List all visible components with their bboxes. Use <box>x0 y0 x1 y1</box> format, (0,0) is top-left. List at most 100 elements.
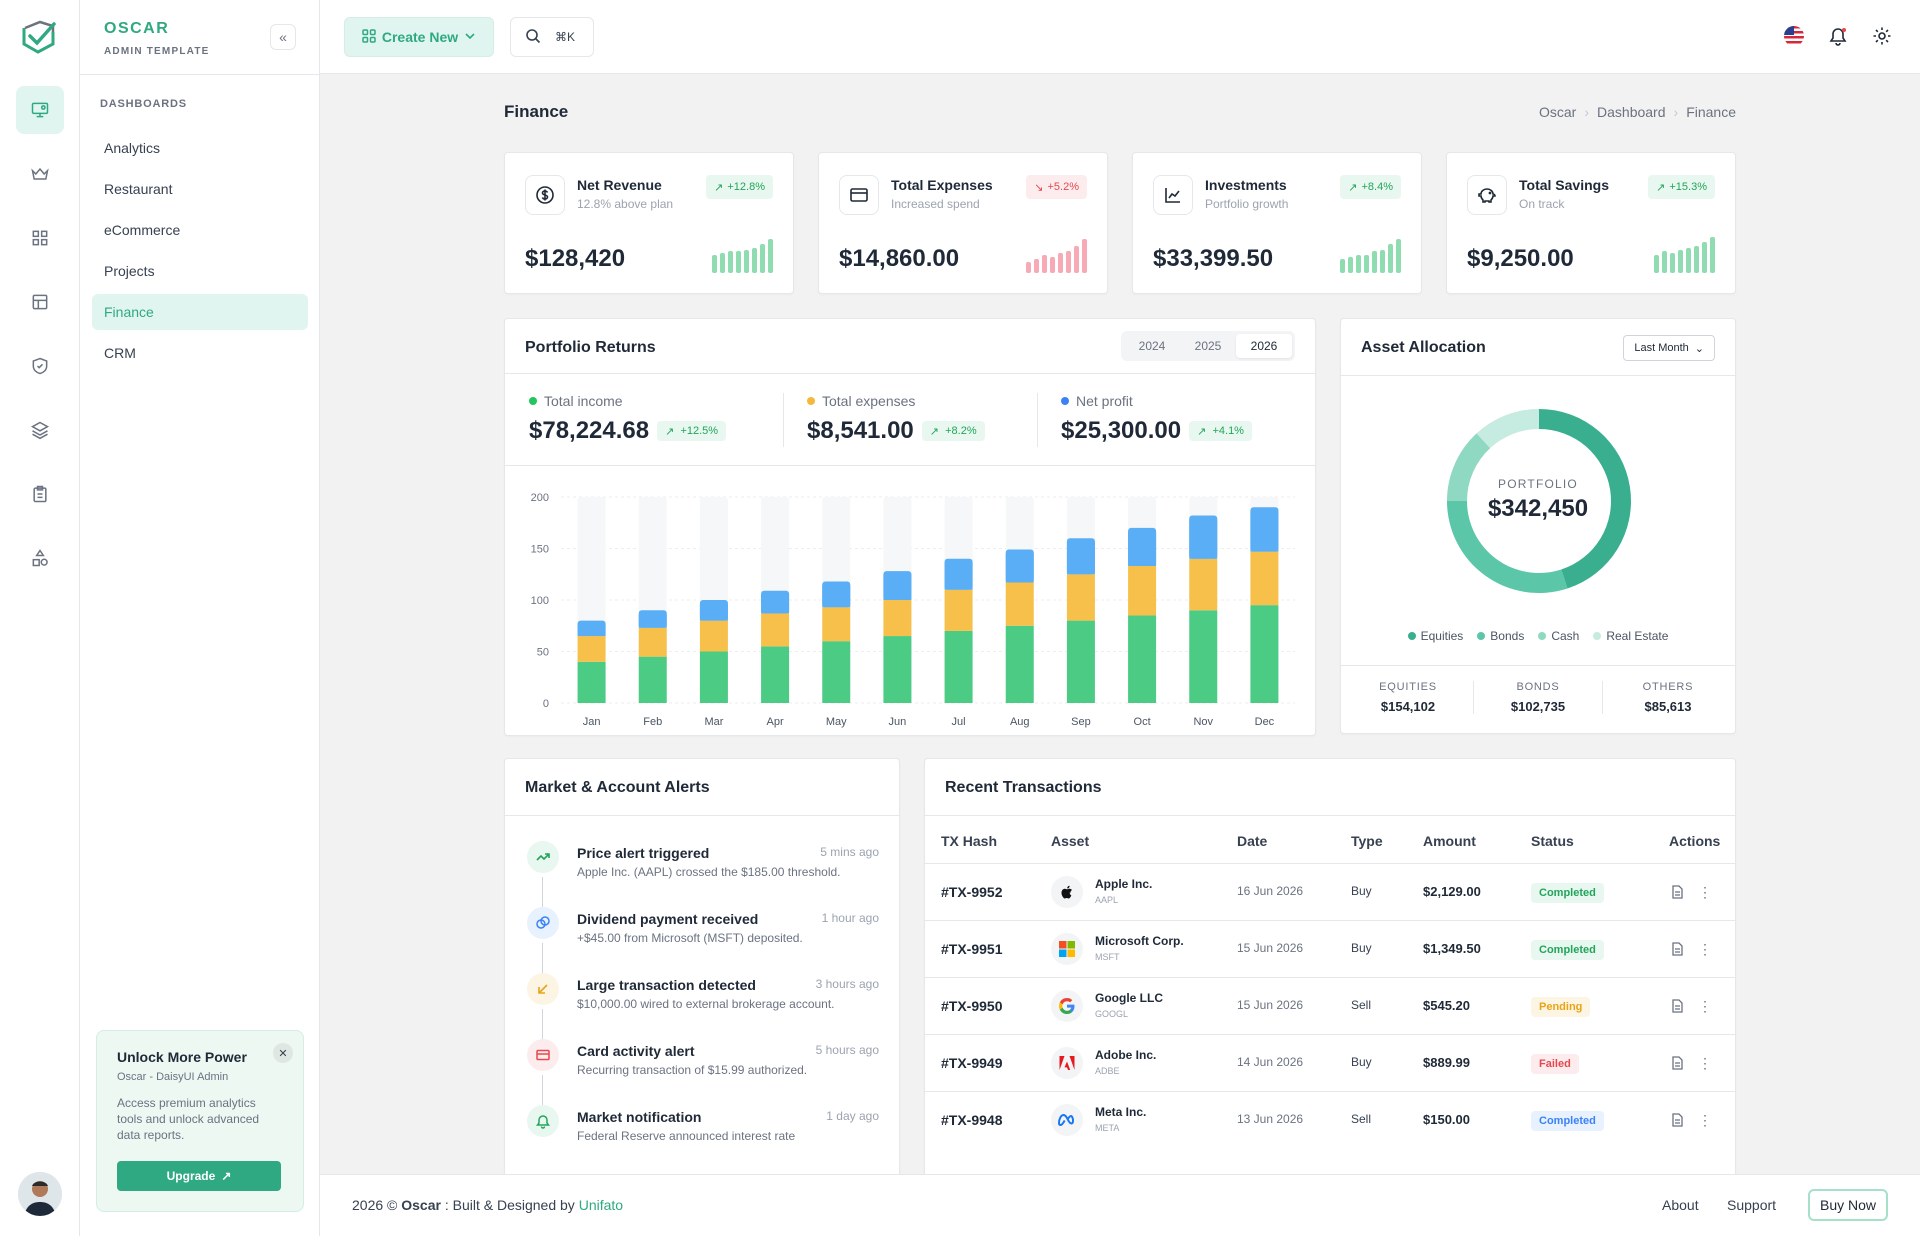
buy-now-button[interactable]: Buy Now <box>1808 1189 1888 1221</box>
sidebar-item-analytics[interactable]: Analytics <box>104 140 161 156</box>
tab-2025[interactable]: 2025 <box>1194 339 1222 353</box>
table-row[interactable]: #TX-9952 Apple Inc. AAPL 16 Jun 2026 Buy… <box>925 863 1735 920</box>
layers-icon[interactable] <box>16 406 64 454</box>
document-icon[interactable] <box>1669 939 1685 959</box>
crown-icon[interactable] <box>16 150 64 198</box>
column-header[interactable]: Status <box>1531 833 1574 849</box>
column-header[interactable]: TX Hash <box>941 833 998 849</box>
sidebar-item-crm[interactable]: CRM <box>104 345 136 361</box>
alert-item[interactable]: Price alert triggered 5 mins ago Apple I… <box>527 841 879 907</box>
x-tick-label: Jun <box>889 716 907 728</box>
bar-segment <box>1005 625 1034 703</box>
search-icon <box>525 28 541 47</box>
column-header[interactable]: Date <box>1237 833 1268 849</box>
tx-type: Sell <box>1351 1112 1372 1126</box>
table-row[interactable]: #TX-9951 Microsoft Corp. MSFT 15 Jun 202… <box>925 920 1735 977</box>
legend-item: Cash <box>1538 629 1579 643</box>
sparkline-bar <box>760 244 765 273</box>
sparkline-bar <box>1702 242 1707 273</box>
donut-slice[interactable] <box>1447 433 1491 502</box>
document-icon[interactable] <box>1669 996 1685 1016</box>
chevron-down-icon: ⌄ <box>1694 342 1704 355</box>
stat-card-total-expenses: Total Expenses Increased spend ↘ +5.2% $1… <box>818 152 1108 294</box>
arrow-down-right-icon: ↘ <box>1034 181 1044 194</box>
more-vertical-icon[interactable]: ⋮ <box>1698 940 1712 957</box>
legend-item: Equities <box>1407 629 1463 643</box>
app-logo-icon[interactable] <box>20 18 58 56</box>
sparkline-bar <box>1654 255 1659 273</box>
tab-2024[interactable]: 2024 <box>1138 339 1166 353</box>
footer-company-link[interactable]: Unifato <box>578 1197 624 1213</box>
clipboard-icon[interactable] <box>16 470 64 518</box>
breadcrumb-item[interactable]: Oscar <box>1539 104 1577 120</box>
alert-title: Card activity alert <box>577 1043 695 1059</box>
sparkline <box>712 237 773 273</box>
sparkline-bar <box>1074 246 1079 273</box>
search-button[interactable]: ⌘K <box>510 17 594 57</box>
alert-time: 1 hour ago <box>821 911 879 925</box>
topbar: Create New ⌘K <box>320 0 1920 74</box>
divider <box>1341 375 1735 376</box>
shield-check-icon[interactable] <box>16 342 64 390</box>
footer-link-about[interactable]: About <box>1662 1197 1699 1213</box>
tx-hash: #TX-9949 <box>941 1055 1003 1071</box>
layout-icon[interactable] <box>16 278 64 326</box>
x-tick-label: Aug <box>1010 716 1030 728</box>
upgrade-button[interactable]: Upgrade ↗ <box>117 1161 281 1191</box>
donut-slice[interactable] <box>1476 409 1539 449</box>
alert-title: Dividend payment received <box>577 911 759 927</box>
alert-item[interactable]: Card activity alert 5 hours ago Recurrin… <box>527 1039 879 1105</box>
alert-item[interactable]: Dividend payment received 1 hour ago +$4… <box>527 907 879 973</box>
sparkline-bar <box>712 255 717 273</box>
shapes-icon[interactable] <box>16 534 64 582</box>
donut-slice[interactable] <box>1447 501 1568 593</box>
user-avatar[interactable] <box>18 1172 62 1216</box>
grid-icon[interactable] <box>16 214 64 262</box>
column-header[interactable]: Type <box>1351 833 1383 849</box>
bar-segment <box>883 600 912 637</box>
create-new-button[interactable]: Create New <box>344 17 494 57</box>
us-flag-icon[interactable] <box>1782 24 1806 48</box>
more-vertical-icon[interactable]: ⋮ <box>1698 997 1712 1014</box>
alert-item[interactable]: Large transaction detected 3 hours ago $… <box>527 973 879 1039</box>
more-vertical-icon[interactable]: ⋮ <box>1698 1111 1712 1128</box>
bar-segment <box>822 641 851 703</box>
arrow-down-left-icon <box>527 973 559 1005</box>
table-row[interactable]: #TX-9948 Meta Inc. META 13 Jun 2026 Sell… <box>925 1091 1735 1148</box>
stat-card-net-revenue: Net Revenue 12.8% above plan ↗ +12.8% $12… <box>504 152 794 294</box>
breadcrumb-item[interactable]: Dashboard <box>1597 104 1666 120</box>
close-icon[interactable]: ✕ <box>273 1043 293 1063</box>
table-row[interactable]: #TX-9949 Adobe Inc. ADBE 14 Jun 2026 Buy… <box>925 1034 1735 1091</box>
sidebar-item-projects[interactable]: Projects <box>104 263 155 279</box>
page-title: Finance <box>504 102 569 121</box>
donut-slice[interactable] <box>1539 409 1631 589</box>
table-row[interactable]: #TX-9950 Google LLC GOOGL 15 Jun 2026 Se… <box>925 977 1735 1034</box>
column-header[interactable]: Amount <box>1423 833 1476 849</box>
column-header[interactable]: Asset <box>1051 833 1090 849</box>
asset-name: Adobe Inc. <box>1095 1048 1157 1062</box>
stat-card-total-savings: Total Savings On track ↗ +15.3% $9,250.00 <box>1446 152 1736 294</box>
footer-link-support[interactable]: Support <box>1727 1197 1777 1213</box>
alert-item[interactable]: Market notification 1 day ago Federal Re… <box>527 1105 879 1165</box>
document-icon[interactable] <box>1669 882 1685 902</box>
settings-gear-icon[interactable] <box>1870 24 1894 48</box>
more-vertical-icon[interactable]: ⋮ <box>1698 1054 1712 1071</box>
monitor-icon[interactable] <box>16 86 64 134</box>
document-icon[interactable] <box>1669 1110 1685 1130</box>
more-vertical-icon[interactable]: ⋮ <box>1698 883 1712 900</box>
document-icon[interactable] <box>1669 1053 1685 1073</box>
timeline-line <box>542 1009 543 1039</box>
card-title: Portfolio Returns <box>525 339 656 356</box>
stat-subtitle: Increased spend <box>891 197 980 211</box>
collapse-sidebar-button[interactable]: « <box>270 24 296 50</box>
bell-icon[interactable] <box>1826 24 1850 48</box>
sidebar-item-restaurant[interactable]: Restaurant <box>104 181 173 197</box>
sidebar-item-ecommerce[interactable]: eCommerce <box>104 222 181 238</box>
divider <box>925 815 1735 816</box>
tx-type: Sell <box>1351 998 1372 1012</box>
period-select[interactable]: Last Month ⌄ <box>1623 335 1715 361</box>
timeline-line <box>542 1075 543 1105</box>
tab-2026[interactable]: 2026 <box>1236 334 1292 358</box>
tx-date: 16 Jun 2026 <box>1237 884 1304 898</box>
sidebar-item-finance[interactable]: Finance <box>92 294 308 330</box>
